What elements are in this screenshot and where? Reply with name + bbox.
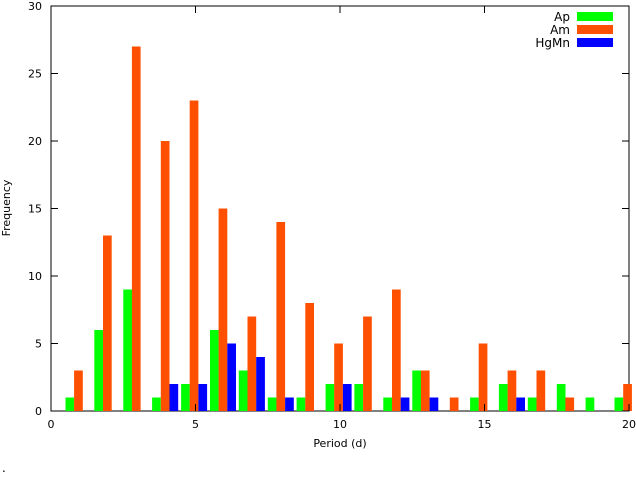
bar-ap-3 <box>152 397 161 411</box>
bar-am-7 <box>276 222 286 411</box>
bar-am-5 <box>218 208 228 411</box>
bar-am-9 <box>334 343 343 411</box>
bar-ap-10 <box>354 384 364 411</box>
bar-am-3 <box>160 141 170 411</box>
x-tick-label: 15 <box>478 418 492 431</box>
bar-ap-15 <box>527 397 537 411</box>
bar-hgmn-3 <box>256 357 265 411</box>
legend-swatch-hgmn <box>577 38 613 47</box>
legend-label-am: Am <box>550 23 570 37</box>
bar-ap-8 <box>296 397 306 411</box>
x-tick-label: 10 <box>333 418 347 431</box>
bar-hgmn-1 <box>198 384 208 411</box>
ticks: 0 5 10 15 20 25 30 0 5 10 15 20 <box>28 0 636 431</box>
y-tick-label: 10 <box>28 270 42 283</box>
bar-hgmn-0 <box>169 384 179 411</box>
y-tick-label: 20 <box>28 135 42 148</box>
bar-am-17 <box>565 397 575 411</box>
bar-hgmn-6 <box>400 397 410 411</box>
footer-mark: . <box>2 461 6 475</box>
y-tick-label: 0 <box>35 405 42 418</box>
x-tick-label: 20 <box>622 418 636 431</box>
y-axis-title: Frequency <box>0 179 13 236</box>
bar-am-0 <box>74 370 83 411</box>
bar-ap-0 <box>65 397 75 411</box>
x-tick-label: 0 <box>48 418 55 431</box>
bar-ap-12 <box>412 370 421 411</box>
bar-ap-14 <box>498 384 508 411</box>
bar-am-8 <box>305 303 314 411</box>
bar-ap-18 <box>614 397 624 411</box>
y-tick-label: 25 <box>28 68 42 81</box>
legend-swatch-am <box>577 25 613 34</box>
bar-ap-7 <box>267 397 277 411</box>
x-tick-label: 5 <box>192 418 199 431</box>
bar-ap-17 <box>585 397 595 411</box>
bar-am-15 <box>507 370 517 411</box>
legend-label-hgmn: HgMn <box>535 36 570 50</box>
bars <box>65 46 632 411</box>
bar-ap-13 <box>470 397 479 411</box>
bar-ap-16 <box>556 384 566 411</box>
bar-am-14 <box>478 343 488 411</box>
x-axis-title: Period (d) <box>313 437 366 450</box>
bar-ap-2 <box>123 289 132 411</box>
legend-swatch-ap <box>577 12 613 21</box>
bar-hgmn-5 <box>342 384 352 411</box>
y-tick-label: 30 <box>28 0 42 13</box>
bar-ap-4 <box>181 384 190 411</box>
bar-ap-1 <box>94 330 103 411</box>
bar-am-6 <box>247 316 257 411</box>
bar-am-11 <box>392 289 401 411</box>
y-tick-label: 5 <box>35 338 42 351</box>
bar-am-18 <box>623 384 632 411</box>
bar-am-16 <box>536 370 546 411</box>
bar-ap-5 <box>210 330 219 411</box>
bar-hgmn-7 <box>429 397 439 411</box>
bar-ap-11 <box>383 397 392 411</box>
bar-ap-6 <box>238 370 248 411</box>
bar-am-2 <box>131 46 141 411</box>
bar-am-10 <box>363 316 372 411</box>
bar-am-1 <box>103 235 112 411</box>
bar-ap-9 <box>325 384 335 411</box>
bar-hgmn-4 <box>285 397 294 411</box>
bar-hgmn-8 <box>516 397 525 411</box>
bar-am-13 <box>449 397 459 411</box>
bar-hgmn-2 <box>227 343 236 411</box>
bar-am-12 <box>420 370 430 411</box>
legend-label-ap: Ap <box>554 10 570 24</box>
bar-am-4 <box>189 100 199 411</box>
y-tick-label: 15 <box>28 203 42 216</box>
